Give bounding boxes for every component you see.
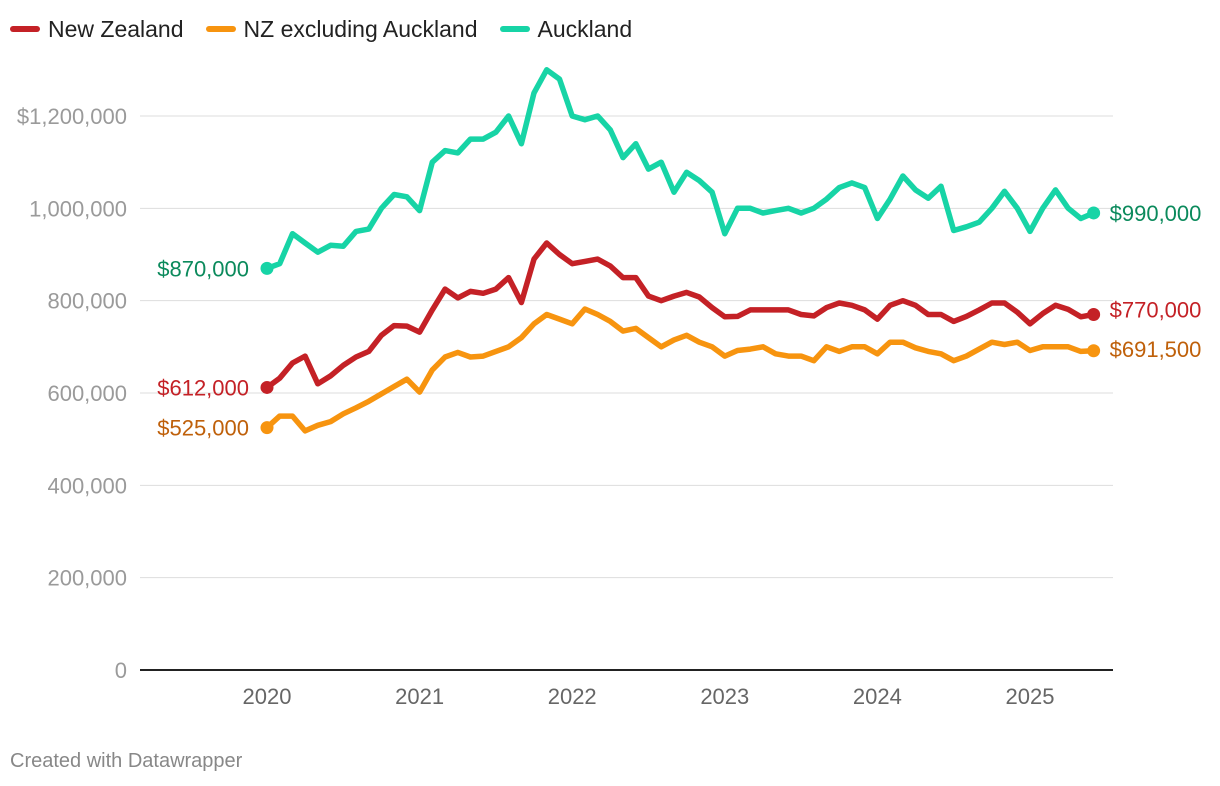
series-line <box>264 306 1097 434</box>
series-end-label: $691,500 <box>1110 337 1202 362</box>
legend-label: Auckland <box>537 15 633 42</box>
x-tick-label: 2024 <box>853 684 902 709</box>
y-tick-label: 1,000,000 <box>29 196 127 221</box>
legend-swatch <box>10 26 40 32</box>
legend-label: New Zealand <box>48 15 184 42</box>
legend-swatch <box>205 26 236 32</box>
series-end-label: $990,000 <box>1110 201 1202 226</box>
series-start-point <box>260 261 274 275</box>
chart-legend: New Zealand NZ excluding Auckland Auckland <box>10 14 632 44</box>
legend-label: NZ excluding Auckland <box>243 15 478 42</box>
series-end-point <box>1087 344 1101 358</box>
series-line <box>264 240 1097 391</box>
credit-footer: Created with Datawrapper <box>10 750 243 772</box>
x-tick-label: 2022 <box>548 684 597 709</box>
y-tick-label: 800,000 <box>47 289 127 314</box>
series-end-label: $770,000 <box>1110 298 1202 323</box>
x-tick-label: 2021 <box>395 684 444 709</box>
series-end-point <box>1087 206 1101 220</box>
series-end-point <box>1087 308 1101 322</box>
x-tick-label: 2020 <box>243 684 292 709</box>
legend-item: Auckland <box>499 15 633 43</box>
legend-swatch <box>499 26 530 32</box>
y-tick-label: 0 <box>115 658 127 683</box>
legend-item: NZ excluding Auckland <box>205 15 478 43</box>
y-tick-label: 200,000 <box>47 566 127 591</box>
series-start-point <box>260 380 274 394</box>
legend-item: New Zealand <box>10 16 184 43</box>
line-chart: 0 200,000 400,000 600,000 800,000 1,000,000 $1… <box>17 67 1202 709</box>
y-tick-label: 400,000 <box>47 473 127 498</box>
y-tick-label: 600,000 <box>47 381 127 406</box>
y-tick-label: $1,200,000 <box>17 104 127 129</box>
x-tick-label: 2023 <box>700 684 749 709</box>
x-tick-label: 2025 <box>1006 684 1055 709</box>
series-start-label: $525,000 <box>157 416 249 441</box>
series-line <box>264 67 1097 272</box>
series-start-label: $612,000 <box>157 375 249 400</box>
series-start-label: $870,000 <box>157 256 249 281</box>
series-start-point <box>260 421 274 435</box>
